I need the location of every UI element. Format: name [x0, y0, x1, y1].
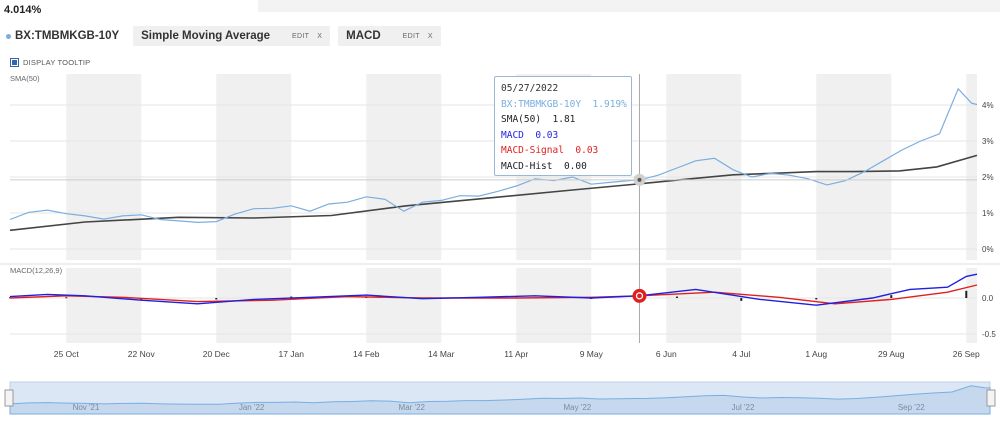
macd-y-tick-label: -0.5 — [982, 330, 996, 339]
x-tick-label: 11 Apr — [504, 349, 528, 359]
navigator-label: Nov '21 — [73, 403, 100, 412]
tooltip-sma-value: 1.81 — [552, 114, 576, 125]
tooltip-row-macd: MACD 0.03 — [501, 128, 625, 144]
tooltip-row-hist: MACD-Hist 0.00 — [501, 159, 625, 175]
series-dot-icon — [6, 33, 11, 39]
x-tick-label: 25 Oct — [54, 349, 80, 359]
time-band — [66, 74, 142, 260]
x-tick-label: 26 Sep — [953, 349, 980, 359]
x-tick-label: 4 Jul — [732, 349, 750, 359]
tooltip-signal-label: MACD-Signal — [501, 145, 564, 156]
crosshair-dot — [637, 177, 642, 182]
time-band — [66, 268, 142, 343]
macd-hist-bar — [675, 296, 678, 298]
x-tick-label: 22 Nov — [128, 349, 156, 359]
tooltip-hist-label: MACD-Hist — [501, 160, 553, 172]
remove-macd-button[interactable]: X — [427, 32, 433, 40]
macd-signal-line — [9, 284, 978, 305]
macd-hist-bar — [65, 297, 68, 299]
x-tick-label: 14 Mar — [428, 349, 455, 359]
macd-line — [9, 273, 978, 306]
x-tick-label: 17 Jan — [278, 349, 304, 359]
navigator-label: Jul '22 — [732, 403, 755, 412]
navigator-label: Mar '22 — [399, 403, 426, 412]
navigator-label: Jan '22 — [239, 403, 265, 412]
y-tick-label: 1% — [982, 209, 994, 218]
macd-hist-bar — [815, 298, 818, 300]
remove-sma-button[interactable]: X — [317, 32, 323, 40]
time-band — [816, 268, 892, 343]
y-tick-label: 0% — [982, 245, 994, 254]
navigator-right-handle[interactable] — [986, 389, 996, 407]
x-tick-label: 14 Feb — [353, 349, 380, 359]
macd-pane-label: MACD(12,26,9) — [10, 266, 63, 275]
tooltip-hist-value: 0.00 — [563, 160, 587, 172]
study-chip-macd: MACD EDIT X — [338, 26, 441, 46]
top-bar — [258, 0, 1000, 12]
time-band — [966, 268, 977, 343]
x-tick-label: 29 Aug — [878, 349, 905, 359]
navigator-left-handle[interactable] — [4, 389, 14, 407]
navigator-label: Sep '22 — [898, 403, 925, 412]
time-band — [816, 74, 892, 260]
edit-macd-button[interactable]: EDIT — [402, 32, 420, 40]
edit-sma-button[interactable]: EDIT — [292, 32, 310, 40]
macd-crossover-ring — [635, 292, 644, 300]
tooltip-sma-label: SMA(50) — [501, 114, 542, 125]
macd-y-tick-label: 0.0 — [982, 294, 994, 303]
time-band — [516, 268, 592, 343]
tooltip-macd-label: MACD — [501, 129, 524, 141]
macd-hist-bar — [965, 290, 968, 298]
study-chip-sma: Simple Moving Average EDIT X — [133, 26, 331, 46]
macd-crossover-marker — [632, 288, 647, 303]
price-line — [9, 87, 978, 224]
macd-hist-bar — [215, 298, 218, 300]
legend-bar: BX:TMBMKGB-10Y Simple Moving Average EDI… — [6, 26, 441, 46]
tooltip-macd-value: 0.03 — [535, 129, 559, 141]
x-tick-label: 6 Jun — [656, 349, 677, 359]
tooltip-price-value: 1.919% — [592, 98, 627, 110]
tooltip-signal-value: 0.03 — [575, 145, 599, 156]
data-tooltip: 05/27/2022 BX:TMBMKGB-10Y 1.919% SMA(50)… — [494, 76, 632, 176]
y-tick-label: 2% — [982, 173, 994, 182]
x-tick-label: 1 Aug — [805, 349, 827, 359]
time-band — [216, 268, 292, 343]
study-name-macd: MACD — [346, 30, 381, 42]
y-tick-label: 4% — [982, 101, 994, 110]
symbol-chip[interactable]: BX:TMBMKGB-10Y — [6, 30, 125, 42]
last-value: 4.014% — [4, 4, 42, 16]
price-pane-label: SMA(50) — [10, 74, 40, 83]
x-tick-label: 20 Dec — [203, 349, 231, 359]
display-tooltip-toggle[interactable]: DISPLAY TOOLTIP — [10, 58, 90, 67]
macd-hist-bar — [290, 296, 293, 298]
y-tick-label: 3% — [982, 137, 994, 146]
tooltip-price-label: BX:TMBMKGB-10Y — [501, 98, 582, 110]
time-band — [216, 74, 292, 260]
tooltip-row-sma: SMA(50) 1.81 — [501, 112, 625, 128]
time-band — [366, 74, 442, 260]
navigator-label: May '22 — [563, 403, 591, 412]
time-band — [666, 268, 742, 343]
tooltip-row-signal: MACD-Signal 0.03 — [501, 143, 625, 159]
study-name-sma: Simple Moving Average — [141, 30, 271, 42]
display-tooltip-label: DISPLAY TOOLTIP — [23, 58, 91, 67]
tooltip-date: 05/27/2022 — [501, 83, 559, 94]
symbol-label: BX:TMBMKGB-10Y — [15, 30, 120, 42]
time-band — [666, 74, 742, 260]
checkbox-icon — [10, 58, 19, 67]
macd-hist-bar — [740, 298, 743, 301]
navigator-series — [9, 385, 991, 415]
macd-hist-bar — [890, 295, 893, 298]
tooltip-row-price: BX:TMBMKGB-10Y 1.919% — [501, 97, 627, 113]
x-tick-label: 9 May — [580, 349, 604, 359]
time-band — [366, 268, 442, 343]
time-band — [966, 74, 977, 260]
